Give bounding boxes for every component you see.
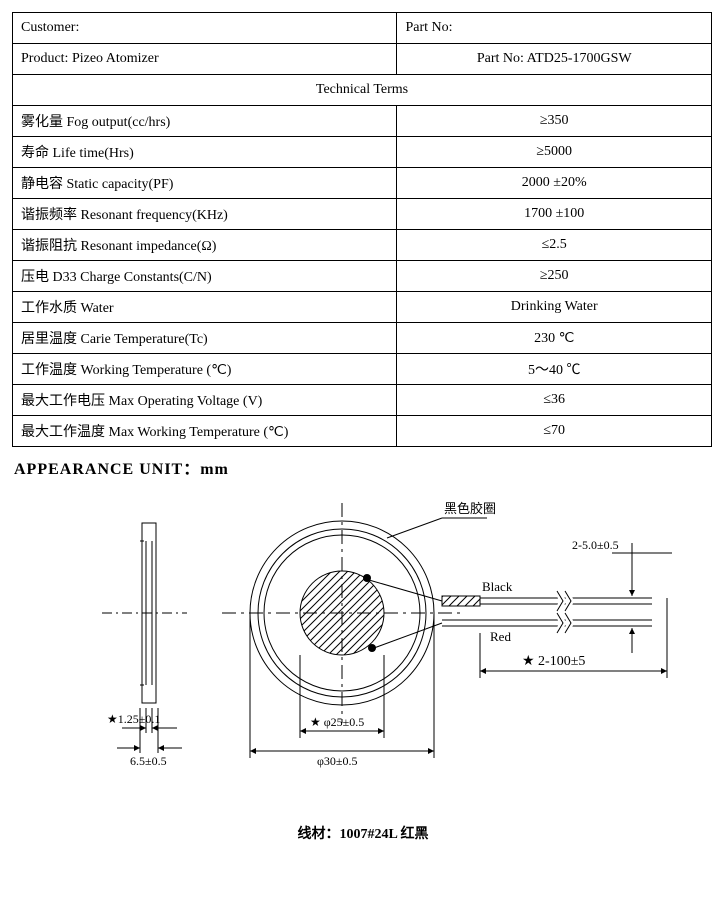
spec-value: ≥350 xyxy=(397,106,712,137)
spec-label: 工作温度 Working Temperature (℃) xyxy=(13,354,397,385)
ring-label-text: 黑色胶圈 xyxy=(444,501,496,516)
spec-value: ≤2.5 xyxy=(397,230,712,261)
customer-cell: Customer: xyxy=(13,13,397,44)
tech-terms-cell: Technical Terms xyxy=(13,75,712,106)
technical-drawing: ★1.25±0.1 6.5±0.5 黑色胶圈 Black xyxy=(12,483,712,793)
spec-label: 静电容 Static capacity(PF) xyxy=(13,168,397,199)
spec-value: ≥250 xyxy=(397,261,712,292)
spec-value: 1700 ±100 xyxy=(397,199,712,230)
wire-red-text: Red xyxy=(490,629,511,644)
spec-label: 谐振频率 Resonant frequency(KHz) xyxy=(13,199,397,230)
partno-value-cell: Part No: ATD25-1700GSW xyxy=(397,44,712,75)
dim-inner-text: ★ φ25±0.5 xyxy=(310,715,364,729)
spec-value: ≤70 xyxy=(397,416,712,447)
appearance-title: APPEARANCE UNIT：mm xyxy=(14,455,714,479)
spec-value: Drinking Water xyxy=(397,292,712,323)
product-cell: Product: Pizeo Atomizer xyxy=(13,44,397,75)
dim-outer-text: φ30±0.5 xyxy=(317,754,358,768)
dim-wire-len-text: ★ 2-100±5 xyxy=(522,654,585,669)
dim-wire-w-text: 2-5.0±0.5 xyxy=(572,538,619,552)
spec-value: 5～40 ℃ xyxy=(397,354,712,385)
partno-label-cell: Part No: xyxy=(397,13,712,44)
spec-table: Customer: Part No: Product: Pizeo Atomiz… xyxy=(12,12,712,447)
dim-thick-text: ★1.25±0.1 xyxy=(107,712,160,726)
spec-label: 工作水质 Water xyxy=(13,292,397,323)
dim-total-thick-text: 6.5±0.5 xyxy=(130,754,167,768)
spec-value: 230 ℃ xyxy=(397,323,712,354)
spec-label: 雾化量 Fog output(cc/hrs) xyxy=(13,106,397,137)
spec-value: ≥5000 xyxy=(397,137,712,168)
spec-label: 寿命 Life time(Hrs) xyxy=(13,137,397,168)
spec-value: 2000 ±20% xyxy=(397,168,712,199)
front-view: 黑色胶圈 Black Red 2-5.0±0.5 ★ 2-100±5 ★ φ25… xyxy=(222,501,672,768)
spec-label: 谐振阻抗 Resonant impedance(Ω) xyxy=(13,230,397,261)
wire-note: 线材：1007#24L 红黑 xyxy=(12,823,714,843)
spec-label: 压电 D33 Charge Constants(C/N) xyxy=(13,261,397,292)
spec-value: ≤36 xyxy=(397,385,712,416)
wire-black-text: Black xyxy=(482,579,513,594)
side-view: ★1.25±0.1 6.5±0.5 xyxy=(102,523,187,768)
spec-label: 最大工作电压 Max Operating Voltage (V) xyxy=(13,385,397,416)
spec-label: 居里温度 Carie Temperature(Tc) xyxy=(13,323,397,354)
spec-label: 最大工作温度 Max Working Temperature (℃) xyxy=(13,416,397,447)
